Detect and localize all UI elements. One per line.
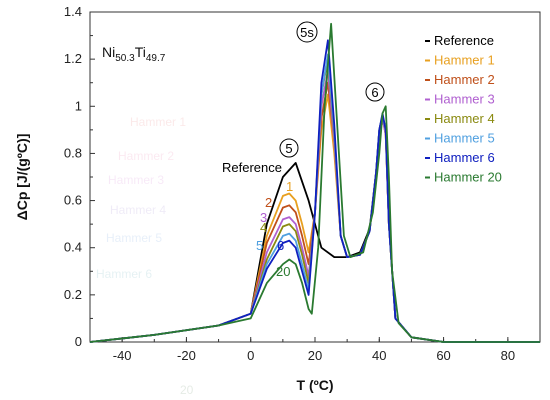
y-tick-label: 0 [75, 334, 82, 349]
faint-label: Hammer 5 [106, 231, 162, 245]
series-lines [89, 22, 540, 343]
x-tick-label: -40 [113, 348, 132, 363]
peak-annotation-5s: 5s [296, 21, 318, 43]
faint-background-labels: Hammer 1 Hammer 2 Hammer 3 Hammer 4 Hammer 5… [96, 115, 194, 397]
y-tick-label: 0.6 [64, 193, 82, 208]
legend-label: Reference [434, 33, 494, 48]
curve-number-4: 4 [260, 220, 267, 235]
x-tick-label: 80 [501, 348, 515, 363]
legend-label: Hammer 6 [434, 150, 495, 165]
x-tick-label: 20 [308, 348, 322, 363]
curve-number-1: 1 [286, 179, 293, 194]
faint-label: Hammer 3 [108, 173, 164, 187]
faint-label: 20 [180, 383, 194, 397]
legend-label: Hammer 20 [434, 170, 502, 185]
peak-5-label: 5 [285, 141, 292, 156]
peak-5s-label: 5s [300, 25, 314, 40]
legend-label: Hammer 1 [434, 53, 495, 68]
legend-label: Hammer 3 [434, 92, 495, 107]
x-tick-label: -20 [177, 348, 196, 363]
legend-label: Hammer 5 [434, 131, 495, 146]
x-tick-label: 0 [247, 348, 254, 363]
y-axis-title: ΔCp [J/(gºC)] [14, 134, 30, 221]
peak-annotation-5: 5 [279, 138, 299, 158]
peak-6-circle [365, 82, 385, 102]
series-line-hammer-20 [89, 22, 540, 343]
faint-label: Hammer 6 [96, 267, 152, 281]
legend: Reference Hammer 1 Hammer 2 Hammer 3 Hammer … [425, 33, 502, 185]
y-tick-label: 0.8 [64, 145, 82, 160]
faint-label: Hammer 4 [110, 203, 166, 217]
y-axis-ticks: 0 0.2 0.4 0.6 0.8 1 1.2 1.4 [64, 4, 95, 349]
peak-5s-circle [296, 21, 318, 43]
y-tick-label: 1 [75, 98, 82, 113]
faint-label: Hammer 2 [118, 149, 174, 163]
peak-6-label: 6 [371, 85, 378, 100]
x-axis-title: T (ºC) [297, 377, 334, 393]
peak-5-circle [279, 138, 299, 158]
faint-label: Hammer 1 [130, 115, 186, 129]
y-tick-label: 0.4 [64, 240, 82, 255]
x-axis-ticks: -40 -20 0 20 40 60 80 [89, 337, 541, 363]
reference-curve-label: Reference [222, 160, 282, 175]
curve-number-2: 2 [265, 195, 272, 210]
legend-label: Hammer 2 [434, 72, 495, 87]
x-tick-label: 60 [436, 348, 450, 363]
y-tick-label: 0.2 [64, 287, 82, 302]
peak-annotation-6: 6 [365, 82, 385, 102]
curve-number-6: 6 [277, 238, 284, 253]
y-tick-label: 1.4 [64, 4, 82, 19]
sample-label: Ni50.3Ti49.7 [102, 44, 166, 64]
legend-label: Hammer 4 [434, 111, 495, 126]
y-tick-label: 1.2 [64, 51, 82, 66]
x-tick-label: 40 [372, 348, 386, 363]
curve-number-20: 20 [276, 264, 290, 279]
curve-number-5: 5 [256, 238, 263, 253]
curve-number-3: 3 [260, 210, 267, 225]
